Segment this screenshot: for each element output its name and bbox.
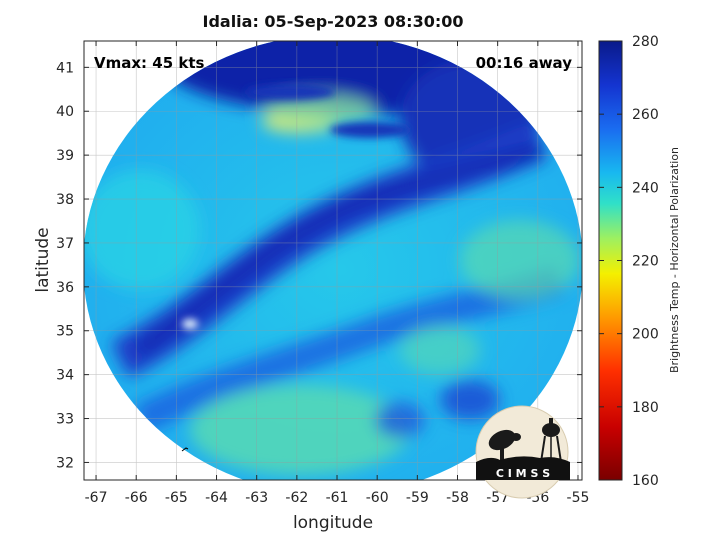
y-axis-label: latitude xyxy=(33,227,53,292)
colorbar-tick-label: 180 xyxy=(632,400,659,416)
cimss-logo: C I M S S xyxy=(475,405,570,499)
map-title: Idalia: 05-Sep-2023 08:30:00 xyxy=(202,12,464,31)
x-tick-label: -55 xyxy=(567,490,590,506)
x-axis-label: longitude xyxy=(293,513,373,533)
coastline xyxy=(181,447,189,452)
y-tick-label: 36 xyxy=(56,280,74,296)
x-tick-label: -60 xyxy=(366,490,389,506)
cimss-logo-text: C I M S S xyxy=(496,467,550,480)
y-tick-label: 35 xyxy=(56,324,74,340)
x-tick-label: -59 xyxy=(406,490,429,506)
colorbar-tick-label: 220 xyxy=(632,254,659,270)
y-tick-label: 33 xyxy=(56,412,74,428)
time-away-label: 00:16 away xyxy=(476,54,573,72)
x-tick-label: -67 xyxy=(85,490,108,506)
y-tick-label: 34 xyxy=(56,368,74,384)
colorbar-tick-label: 160 xyxy=(632,473,659,489)
y-tick-label: 41 xyxy=(56,60,74,76)
y-tick-label: 38 xyxy=(56,192,74,208)
x-tick-label: -58 xyxy=(446,490,469,506)
colorbar-label: Brightness Temp - Horizontal Polarizatio… xyxy=(668,147,681,373)
y-tick-label: 37 xyxy=(56,236,74,252)
colorbar-tick-label: 240 xyxy=(632,180,659,196)
x-tick-label: -63 xyxy=(245,490,268,506)
y-axis: 41 40 39 38 37 36 35 34 33 32 xyxy=(56,60,582,471)
plot-frame xyxy=(83,40,583,481)
vmax-label: Vmax: 45 kts xyxy=(94,54,204,72)
map-grid xyxy=(84,41,582,480)
colorbar-ticks: 280 260 240 220 200 180 160 xyxy=(599,34,659,489)
x-tick-label: -61 xyxy=(326,490,349,506)
x-tick-label: -64 xyxy=(205,490,228,506)
x-axis: -67 -66 -65 -64 -63 -62 -61 -60 -59 -58 -57 -56 -55 xyxy=(85,41,590,506)
y-tick-label: 40 xyxy=(56,104,74,120)
y-tick-label: 32 xyxy=(56,455,74,471)
x-tick-label: -62 xyxy=(285,490,308,506)
x-tick-label: -65 xyxy=(165,490,188,506)
y-tick-label: 39 xyxy=(56,148,74,164)
colorbar-tick-label: 260 xyxy=(632,107,659,123)
x-tick-label: -66 xyxy=(125,490,148,506)
colorbar-tick-label: 200 xyxy=(632,327,659,343)
colorbar-tick-label: 280 xyxy=(632,34,659,50)
